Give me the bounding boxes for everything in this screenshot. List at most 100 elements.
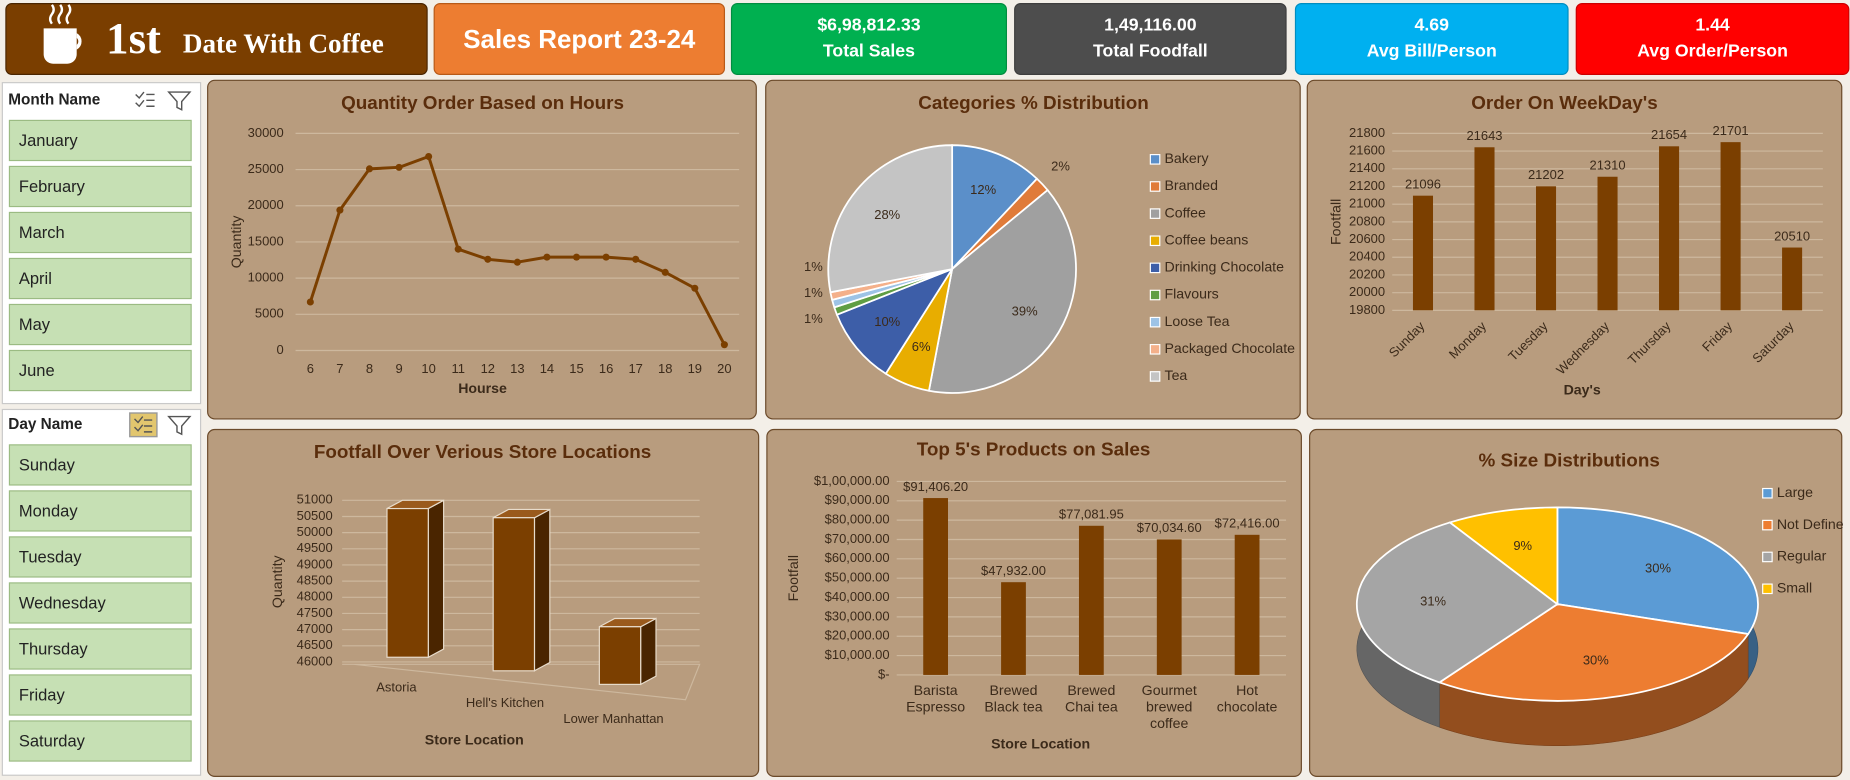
slicer-item[interactable] [8, 211, 192, 254]
slicer-item-label[interactable]: Tuesday [19, 548, 82, 566]
data-label: 6% [912, 339, 931, 354]
bar [1412, 195, 1434, 311]
slicer-item[interactable] [8, 628, 192, 670]
line-point [484, 255, 492, 263]
x-tick-label-box: Brewed Chai tea [1064, 682, 1118, 716]
slicer-item[interactable] [8, 490, 192, 532]
slicer-item[interactable] [8, 349, 192, 392]
slicer-controls[interactable] [129, 91, 192, 438]
bar [1597, 176, 1618, 311]
x-tick-label: Hot chocolate [1216, 682, 1278, 716]
x-tick-label: 12 [481, 361, 495, 376]
slicer-item-label[interactable]: May [19, 316, 51, 334]
x-tick-label: Brewed Chai tea [1064, 682, 1118, 716]
legend-swatch [1149, 208, 1161, 219]
y-axis-title: Quantity [269, 554, 285, 608]
data-label: 1% [804, 259, 823, 274]
x-tick-label: 6 [307, 361, 314, 376]
line-point [454, 245, 462, 253]
kpi-value: 1.44 [1695, 15, 1730, 35]
slicer-item-label[interactable]: June [19, 362, 55, 380]
x-axis-title: Day's [1564, 381, 1601, 397]
slicer-item[interactable] [8, 674, 192, 716]
y-tick-label: 47500 [297, 605, 333, 620]
legend-label: Bakery [1165, 150, 1210, 166]
x-tick-label-box: Barista Espresso [906, 682, 965, 715]
slicer-item[interactable] [8, 165, 192, 208]
slicer-item[interactable] [8, 444, 192, 486]
legend-label: Large [1777, 484, 1813, 500]
y-axis-title: Footfall [785, 555, 801, 601]
bar [1001, 582, 1026, 675]
slicer-item[interactable] [8, 257, 192, 300]
y-tick-label: 21800 [1349, 125, 1385, 140]
x-tick-label: 7 [336, 361, 343, 376]
pie-slice [927, 188, 1077, 394]
legend-swatch [1149, 262, 1161, 274]
slicer-item-label[interactable]: February [19, 178, 86, 196]
slicer-item[interactable] [8, 119, 192, 162]
slicer-item[interactable] [8, 536, 192, 578]
bar [386, 507, 429, 658]
slicer-item-label[interactable]: Friday [19, 687, 66, 705]
x-tick-label: Astoria [376, 679, 417, 694]
x-tick-label: 20 [717, 361, 731, 376]
data-label: 21096 [1405, 176, 1441, 191]
bar [492, 517, 536, 672]
y-tick-label: $50,000.00 [825, 570, 890, 585]
y-tick-label: $20,000.00 [825, 628, 890, 643]
pie-slice [835, 267, 955, 375]
line-point [365, 165, 374, 173]
data-label: $72,416.00 [1215, 516, 1280, 531]
bar [1234, 534, 1260, 675]
x-tick-label: 13 [510, 361, 524, 376]
x-axis-title: Hourse [458, 380, 507, 396]
chart-title: Footfall Over Verious Store Locations [314, 441, 651, 462]
y-tick-label: 48000 [297, 589, 333, 604]
chart-panel [1306, 79, 1843, 420]
line-point [395, 163, 403, 171]
slicer-item-label[interactable]: Saturday [19, 733, 86, 751]
legend-swatch [1149, 181, 1161, 192]
line-point [336, 206, 344, 214]
pie-slice [951, 144, 1039, 272]
y-tick-label: 21400 [1349, 160, 1385, 175]
slicer-item[interactable] [8, 582, 192, 624]
slicer-item-label[interactable]: Wednesday [19, 595, 107, 613]
legend-label: Regular [1777, 548, 1827, 564]
y-tick-label: 20400 [1349, 249, 1385, 264]
report-banner [433, 3, 726, 75]
legend-label: Drinking Chocolate [1165, 259, 1285, 275]
slicer-title: Month Name [8, 91, 100, 108]
legend-label: Flavours [1165, 286, 1219, 302]
bar [923, 498, 949, 675]
data-label: 9% [1513, 538, 1532, 553]
y-tick-label: 20600 [1349, 231, 1385, 246]
data-label: 2% [1051, 159, 1070, 174]
x-tick-label: 16 [599, 361, 613, 376]
data-label: 1% [804, 285, 823, 300]
y-axis-title: Quantity [228, 215, 244, 269]
slicer-item-label[interactable]: April [19, 270, 52, 288]
slicer-item[interactable] [8, 303, 192, 346]
legend-label: Tea [1165, 367, 1188, 383]
slicer-item-label[interactable]: Monday [19, 502, 78, 520]
bar [1078, 525, 1104, 675]
x-tick-label: 14 [540, 361, 554, 376]
slicer-item-label[interactable]: March [19, 224, 65, 242]
data-label: 21654 [1651, 127, 1687, 142]
x-tick-label: Brewed Black tea [984, 682, 1043, 716]
data-label: $70,034.60 [1137, 520, 1202, 535]
slicer-item[interactable] [8, 720, 192, 762]
y-tick-label: $90,000.00 [825, 492, 890, 507]
y-tick-label: 30000 [248, 125, 284, 140]
data-label: 28% [874, 207, 900, 222]
y-tick-label: $10,000.00 [825, 647, 890, 662]
pie-slice [1356, 521, 1559, 684]
slicer-item-label[interactable]: January [19, 132, 78, 150]
y-tick-label: 20200 [1349, 266, 1385, 281]
slicer-item-label[interactable]: Sunday [19, 456, 76, 474]
data-label: 30% [1645, 560, 1671, 575]
slicer-item-label[interactable]: Thursday [19, 641, 89, 659]
